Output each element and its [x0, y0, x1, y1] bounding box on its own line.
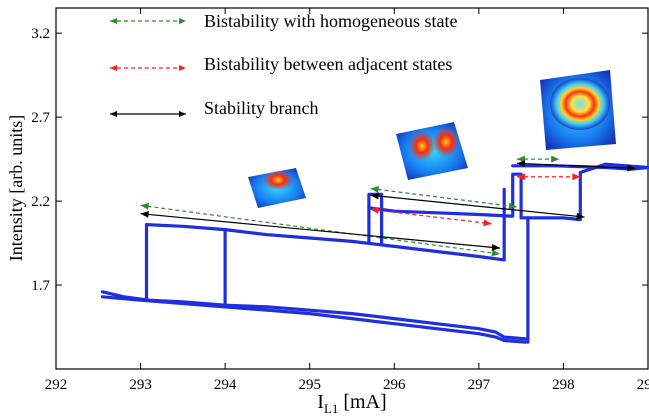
legend-entry-adjacent: Bistability between adjacent states [110, 54, 452, 74]
x-tick-label: 298 [552, 377, 575, 393]
mode-profile-ring [540, 70, 616, 150]
data-series [100, 162, 649, 344]
arrow-head [576, 212, 585, 220]
arrow-head [370, 192, 379, 200]
y-tick-label: 2.7 [31, 110, 50, 126]
y-axis-label: Intensity [arb. units] [6, 115, 26, 261]
plot-frame [55, 7, 649, 370]
x-tick-label: 294 [214, 377, 237, 393]
arrow-head [516, 173, 525, 181]
arrow-head [140, 210, 149, 218]
arrow-black [516, 162, 636, 169]
arrow-green [370, 187, 517, 208]
x-axis-label-symbol: I [317, 391, 324, 413]
y-tick-label: 1.7 [31, 278, 50, 294]
x-tick-label: 299 [637, 377, 649, 393]
arrow-head [140, 202, 149, 210]
mode-profile-single-spot [248, 168, 306, 208]
series-path [144, 187, 506, 302]
mode-profile-double-spot [396, 122, 468, 180]
legend: Bistability with homogeneous state Bista… [110, 11, 457, 118]
x-axis-label-subscript: L1 [324, 401, 338, 416]
arrow-head [508, 202, 517, 210]
x-tick-label: 296 [383, 377, 406, 393]
legend-entry-stability: Stability branch [110, 98, 318, 118]
y-tick-label: 2.2 [31, 194, 50, 210]
arrow-head [516, 155, 525, 163]
arrow-head [491, 249, 500, 257]
y-tick-label: 3.2 [31, 26, 50, 42]
arrow-head [516, 160, 526, 168]
legend-label-homogeneous: Bistability with homogeneous state [204, 11, 457, 31]
series-path [367, 162, 649, 222]
axis-ticks: 292 293 294 295 296 297 298 299 1.7 2.2 2.7 3.2 [31, 8, 649, 393]
x-axis-label-unit: [mA] [338, 391, 386, 413]
arrow-green [140, 204, 501, 255]
arrow-red [370, 208, 492, 225]
arrow-black [140, 213, 501, 249]
arrow-head [551, 155, 560, 163]
arrow-head [572, 173, 581, 181]
series-path [100, 295, 528, 344]
x-axis-label: IL1 [mA] [317, 391, 386, 416]
arrow-head [370, 186, 379, 193]
arrow-head [483, 219, 492, 227]
bistability-arrows [140, 155, 636, 257]
x-tick-label: 292 [45, 377, 68, 393]
legend-label-adjacent: Bistability between adjacent states [204, 54, 452, 74]
legend-entry-homogeneous: Bistability with homogeneous state [110, 11, 457, 31]
arrow-black [370, 194, 585, 218]
x-tick-label: 293 [129, 377, 152, 393]
arrow-head [491, 243, 500, 251]
x-tick-label: 295 [298, 377, 321, 393]
arrow-head [627, 164, 636, 172]
x-tick-label: 297 [468, 377, 491, 393]
arrow-head [370, 206, 379, 214]
legend-label-stability: Stability branch [204, 98, 318, 118]
